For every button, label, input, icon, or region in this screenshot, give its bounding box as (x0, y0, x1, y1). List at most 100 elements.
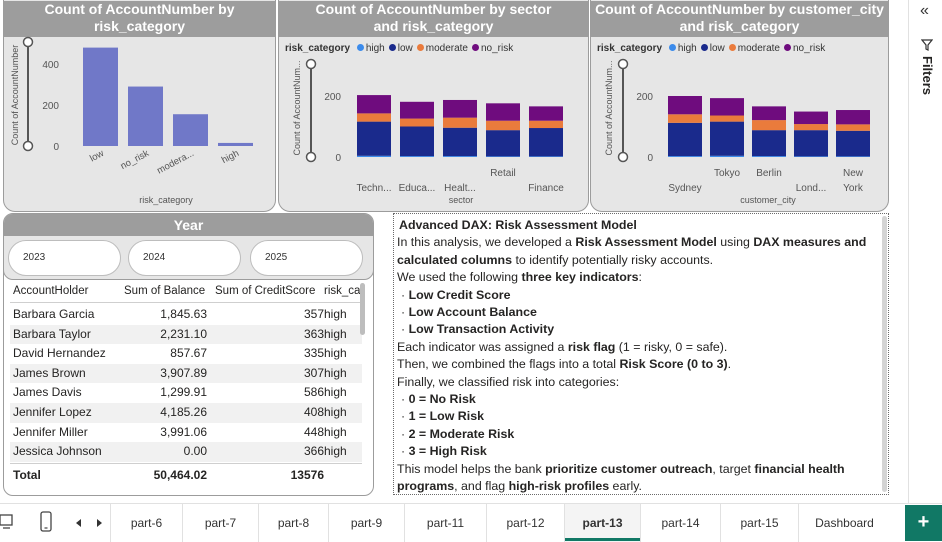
bar-segment-high[interactable] (400, 156, 434, 157)
bar-segment-no-risk[interactable] (486, 103, 520, 121)
x-tick-label: Educa... (399, 183, 436, 194)
bar-segment-low[interactable] (836, 130, 870, 157)
tab-part-11[interactable]: part-11 (404, 504, 486, 542)
header-balance[interactable]: Sum of Balance (124, 285, 206, 297)
tab-part-7[interactable]: part-7 (182, 504, 258, 542)
bar-segment-low[interactable] (529, 128, 563, 157)
tab-part-8[interactable]: part-8 (258, 504, 328, 542)
legend-moderate-label[interactable]: moderate (425, 43, 468, 54)
tab-part-9[interactable]: part-9 (328, 504, 404, 542)
tab-part-15[interactable]: part-15 (720, 504, 798, 542)
bar-segment-moderate[interactable] (836, 124, 870, 131)
table-row[interactable]: Barbara Garcia 1,845.63 357 high (10, 305, 362, 325)
bar-segment-moderate[interactable] (710, 115, 744, 122)
year-option-2024[interactable]: 2024 (128, 240, 241, 276)
bar-segment-no-risk[interactable] (357, 95, 391, 114)
bar-segment-low[interactable] (357, 121, 391, 156)
zoom-slider[interactable] (22, 36, 34, 152)
cell-risk: high (324, 307, 347, 321)
bar-segment-no-risk[interactable] (529, 106, 563, 121)
tab-part-12[interactable]: part-12 (486, 504, 564, 542)
year-option-2025[interactable]: 2025 (250, 240, 363, 276)
zoom-slider[interactable] (617, 58, 629, 163)
bar-segment-high[interactable] (443, 156, 477, 157)
header-risk[interactable]: risk_ca (324, 285, 361, 297)
textbox-line: · 1 = Low Risk (401, 409, 484, 424)
legend-no-risk-label[interactable]: no_risk (793, 43, 826, 54)
table-row[interactable]: Jessica Johnson 0.00 366 high (10, 442, 362, 462)
bar-segment-high[interactable] (794, 156, 828, 157)
bar-low[interactable] (83, 47, 118, 146)
bar-segment-low[interactable] (710, 121, 744, 156)
legend-no-risk-label[interactable]: no_risk (481, 43, 514, 54)
add-page-button[interactable]: + (905, 505, 942, 541)
bar-no_risk[interactable] (128, 86, 163, 146)
bar-segment-moderate[interactable] (486, 120, 520, 131)
bar-segment-no-risk[interactable] (710, 98, 744, 116)
legend-low-label[interactable]: low (397, 43, 413, 54)
bar-segment-high[interactable] (836, 156, 870, 157)
tab-part-13[interactable]: part-13 (564, 504, 640, 542)
bar-segment-moderate[interactable] (400, 118, 434, 127)
bar-segment-moderate[interactable] (794, 124, 828, 131)
table-scrollbar[interactable] (360, 283, 365, 335)
tab-part-6[interactable]: part-6 (110, 504, 182, 542)
table-row[interactable]: Barbara Taylor 2,231.10 363 high (10, 324, 362, 345)
zoom-slider[interactable] (305, 58, 317, 163)
table-row[interactable]: James Brown 3,907.89 307 high (10, 363, 362, 384)
bar-segment-no-risk[interactable] (668, 96, 702, 115)
bar-segment-low[interactable] (668, 122, 702, 157)
legend-moderate-label[interactable]: moderate (737, 43, 780, 54)
bar-segment-low[interactable] (400, 126, 434, 157)
bar-segment-low[interactable] (486, 130, 520, 157)
desktop-view-icon[interactable] (0, 513, 14, 531)
bar-modera...[interactable] (173, 114, 208, 146)
bar-segment-no-risk[interactable] (443, 99, 477, 118)
bar-high[interactable] (218, 142, 253, 146)
collapse-filters-icon[interactable]: « (920, 2, 929, 19)
bar-segment-no-risk[interactable] (400, 101, 434, 119)
legend-low-label[interactable]: low (709, 43, 725, 54)
bar-segment-high[interactable] (357, 155, 391, 157)
bar-segment-low[interactable] (752, 130, 786, 157)
bar-segment-high[interactable] (710, 155, 744, 157)
bar-segment-no-risk[interactable] (794, 111, 828, 125)
scroll-tabs-left-icon[interactable] (76, 519, 81, 527)
table-row[interactable]: Jennifer Miller 3,991.06 448 high (10, 423, 362, 443)
tab-dashboard[interactable]: Dashboard (798, 504, 890, 542)
bar-segment-low[interactable] (794, 130, 828, 157)
bar-segment-high[interactable] (752, 156, 786, 157)
risk-model-textbox[interactable]: Advanced DAX: Risk Assessment Model In t… (393, 213, 889, 495)
scroll-tabs-right-icon[interactable] (97, 519, 102, 527)
bar-segment-moderate[interactable] (529, 120, 563, 129)
mobile-view-icon[interactable] (40, 511, 52, 533)
bar-segment-high[interactable] (668, 156, 702, 157)
table-total-row: Total 50,464.02 13576 (10, 463, 362, 485)
textbox-scrollbar[interactable] (882, 216, 887, 492)
header-accountholder[interactable]: AccountHolder (13, 285, 89, 297)
table-row[interactable]: Jennifer Lopez 4,185.26 408 high (10, 403, 362, 423)
bar-segment-low[interactable] (443, 127, 477, 157)
filters-label[interactable]: Filters (920, 56, 935, 96)
header-creditscore[interactable]: Sum of CreditScore (215, 285, 316, 297)
table-row[interactable]: David Hernandez 857.67 335 high (10, 344, 362, 364)
chart-card-risk-category[interactable]: Count of AccountNumber by risk_category (3, 0, 276, 212)
bar-segment-moderate[interactable] (752, 120, 786, 131)
bar-segment-moderate[interactable] (668, 114, 702, 123)
table-row[interactable]: James Davis 1,299.91 586 high (10, 383, 362, 403)
bar-segment-no-risk[interactable] (836, 110, 870, 125)
bar-segment-no-risk[interactable] (752, 106, 786, 121)
filters-pane[interactable]: « Filters (908, 0, 942, 503)
legend-high-label[interactable]: high (677, 43, 697, 54)
account-table[interactable]: AccountHolder Sum of Balance Sum of Cred… (10, 281, 365, 486)
bar-segment-moderate[interactable] (357, 113, 391, 122)
tab-part-14[interactable]: part-14 (640, 504, 720, 542)
legend-high-label[interactable]: high (365, 43, 385, 54)
bar-segment-high[interactable] (486, 156, 520, 157)
bar-segment-high[interactable] (529, 156, 563, 157)
bar-segment-moderate[interactable] (443, 117, 477, 128)
year-option-2023[interactable]: 2023 (8, 240, 121, 276)
